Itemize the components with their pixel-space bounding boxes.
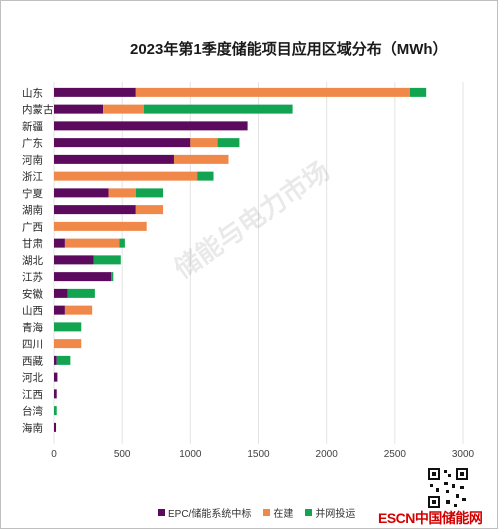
bar-segment	[54, 422, 57, 432]
legend-label: 并网投运	[315, 509, 356, 520]
bar-segment	[54, 255, 94, 265]
bar-segment	[54, 188, 109, 198]
bar-segment	[64, 238, 120, 248]
category-label: 浙江	[22, 171, 43, 183]
category-label: 宁夏	[22, 187, 43, 200]
bar-segment	[93, 255, 121, 265]
category-label: 青海	[22, 321, 43, 334]
bar-segment	[54, 272, 112, 282]
x-tick-label: 500	[114, 449, 131, 460]
category-label: 台湾	[22, 405, 43, 418]
x-tick-label: 2500	[384, 449, 407, 460]
bar-segment	[54, 238, 65, 248]
bar-series	[54, 87, 427, 432]
x-tick-labels: 0 500 1000 1500 2000 2500 3000	[51, 449, 474, 460]
brand-logo-text: ESCN中国储能网	[378, 510, 483, 526]
x-tick-label: 1500	[247, 449, 270, 460]
bar-segment	[119, 238, 125, 248]
x-tick-label: 0	[51, 449, 57, 460]
bar-segment	[54, 154, 174, 164]
category-label: 湖南	[22, 204, 43, 217]
bar-segment	[56, 355, 71, 365]
bar-segment	[54, 121, 248, 131]
bar-segment	[173, 154, 229, 164]
brand-logo: ESCN中国储能网	[378, 508, 483, 528]
chart-title: 2023年第1季度储能项目应用区域分布（MWh）	[130, 41, 448, 58]
bar-segment	[217, 138, 240, 148]
bar-segment	[135, 205, 164, 215]
bar-segment	[64, 305, 93, 315]
bar-segment	[135, 87, 410, 97]
legend-label: EPC/储能系统中标	[168, 509, 252, 520]
bar-segment	[103, 104, 144, 114]
bar-segment	[197, 171, 214, 181]
bar-segment	[54, 205, 136, 215]
bar-segment	[54, 406, 57, 416]
qr-code-icon	[426, 466, 470, 510]
bar-segment	[54, 171, 198, 181]
category-label: 内蒙古	[22, 103, 54, 116]
category-label: 河北	[22, 372, 43, 384]
category-label: 江苏	[22, 271, 43, 284]
category-label: 新疆	[22, 120, 43, 133]
bar-segment	[67, 288, 95, 298]
legend-swatch	[158, 509, 165, 516]
legend-swatch	[263, 509, 271, 516]
category-label: 广西	[22, 221, 43, 233]
bar-segment	[54, 87, 136, 97]
legend-label: 在建	[273, 509, 294, 520]
category-label: 江西	[22, 389, 43, 401]
category-label: 河南	[22, 153, 43, 166]
bar-segment	[54, 389, 57, 399]
x-tick-label: 3000	[452, 449, 475, 460]
bar-segment	[409, 87, 427, 97]
category-label: 山东	[22, 86, 43, 99]
bar-segment	[54, 372, 58, 382]
legend-item: EPC/储能系统中标	[158, 505, 251, 520]
category-label: 湖北	[22, 255, 43, 267]
legend-item: 并网投运	[305, 505, 355, 520]
category-label: 甘肃	[22, 237, 43, 250]
bar-segment	[143, 104, 293, 114]
bar-segment	[111, 272, 114, 282]
bar-segment	[54, 104, 104, 114]
bar-segment	[135, 188, 164, 198]
category-label: 山西	[22, 305, 43, 317]
legend-swatch	[305, 509, 313, 516]
x-tick-label: 2000	[316, 449, 339, 460]
category-labels: 山东内蒙古新疆广东河南浙江宁夏湖南广西甘肃湖北江苏安徽山西青海四川西藏河北江西台…	[22, 86, 54, 434]
category-label: 广东	[22, 137, 43, 150]
bar-segment	[190, 138, 218, 148]
category-label: 海南	[22, 421, 43, 434]
legend-item: 在建	[263, 505, 293, 520]
bar-segment	[108, 188, 136, 198]
bar-segment	[54, 138, 191, 148]
bar-segment	[54, 322, 82, 332]
category-label: 西藏	[22, 355, 43, 367]
bar-segment	[54, 355, 57, 365]
bar-segment	[54, 339, 82, 349]
bar-segment	[54, 288, 68, 298]
category-label: 安徽	[22, 287, 43, 300]
bar-segment	[54, 221, 147, 231]
x-tick-label: 1000	[179, 449, 202, 460]
category-label: 四川	[22, 339, 43, 351]
legend: EPC/储能系统中标 在建 并网投运	[158, 505, 355, 520]
bar-segment	[54, 305, 65, 315]
